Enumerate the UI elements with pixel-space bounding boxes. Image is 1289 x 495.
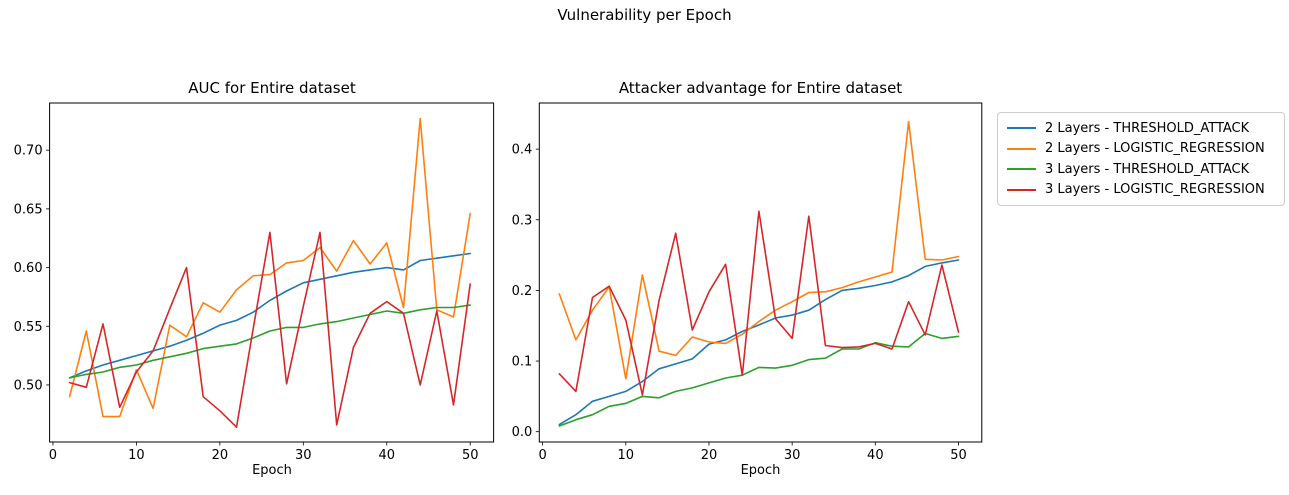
y-tick-label: 0.3 [512,213,533,228]
x-tick-label: 40 [378,448,395,463]
y-tick-label: 0.55 [14,320,43,335]
x-tick-label: 20 [701,448,718,463]
legend-item: 3 Layers - THRESHOLD_ATTACK [1007,159,1276,180]
chart-title-advantage: Attacker advantage for Entire dataset [618,79,903,97]
figure-title: Vulnerability per Epoch [557,6,732,24]
x-axis-label-auc: Epoch [252,463,292,478]
legend-item: 3 Layers - LOGISTIC_REGRESSION [1007,180,1276,201]
y-tick-label: 0.4 [512,143,533,158]
axes-auc: 0 10 20 30 40 50 0.50 0.55 0.60 0.65 0.70 [14,102,495,463]
axes-spines [49,102,495,443]
x-tick-label: 30 [295,448,312,463]
x-axis-label-advantage: Epoch [740,463,781,478]
series-line-2-layers-threshold-attack [68,252,472,379]
x-tick-label: 10 [128,448,145,463]
x-tick-label: 10 [618,448,635,463]
y-tick-label: 0.1 [512,355,533,370]
legend-item-label: 2 Layers - LOGISTIC_REGRESSION [1045,141,1265,157]
x-tick-label: 40 [867,448,884,463]
series-line-2-layers-logistic-regression [558,120,960,380]
series-line-3-layers-threshold-attack [558,332,960,427]
axes-advantage: 0 10 20 30 40 50 0.0 0.1 0.2 0.3 0.4 [512,102,983,463]
series-line-2-layers-threshold-attack [558,259,960,426]
series-line-3-layers-logistic-regression [68,231,472,429]
legend-line-sample-icon [1007,147,1036,150]
x-tick-label: 20 [212,448,229,463]
y-tick-label: 0.70 [14,144,43,159]
chart-title-auc: AUC for Entire dataset [188,79,356,97]
y-tick-label: 0.0 [512,425,533,440]
legend: 2 Layers - THRESHOLD_ATTACK 2 Layers - L… [997,112,1285,206]
x-tick-label: 50 [462,448,479,463]
legend-line-sample-icon [1007,188,1036,191]
legend-line-sample-icon [1007,127,1036,130]
y-tick-label: 0.2 [512,284,533,299]
x-tick-label: 0 [538,448,546,463]
axes-spines [538,102,983,443]
x-tick-label: 50 [950,448,967,463]
legend-item: 2 Layers - LOGISTIC_REGRESSION [1007,139,1276,160]
legend-item-label: 3 Layers - THRESHOLD_ATTACK [1045,161,1250,177]
y-tick-label: 0.60 [14,261,43,276]
x-tick-label: 0 [49,448,57,463]
legend-item-label: 2 Layers - THRESHOLD_ATTACK [1045,120,1250,136]
x-tick-label: 30 [784,448,801,463]
y-tick-label: 0.65 [14,202,43,217]
legend-item: 2 Layers - THRESHOLD_ATTACK [1007,118,1276,139]
legend-item-label: 3 Layers - LOGISTIC_REGRESSION [1045,182,1265,198]
series-line-2-layers-logistic-regression [68,117,472,418]
y-tick-label: 0.50 [14,378,43,393]
legend-line-sample-icon [1007,168,1036,171]
series-line-3-layers-logistic-regression [558,210,960,396]
